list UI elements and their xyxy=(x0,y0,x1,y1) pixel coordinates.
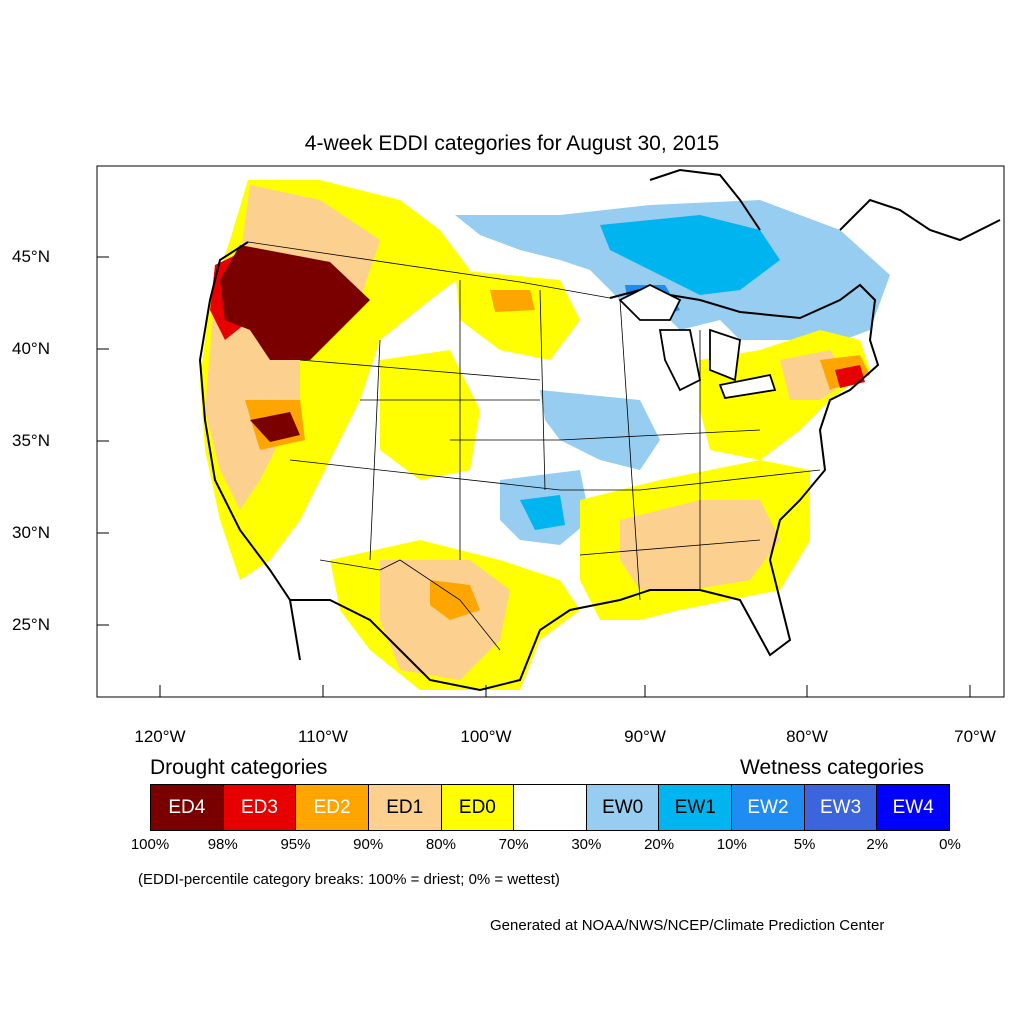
legend-box-ed2: ED2 xyxy=(296,785,369,830)
axis-ticks xyxy=(97,256,971,697)
lat-label-45: 45°N xyxy=(12,247,50,266)
ed4-nw xyxy=(220,245,370,360)
legend-box-ed1: ED1 xyxy=(368,785,442,830)
lat-label-25: 25°N xyxy=(12,615,50,634)
canada-coast xyxy=(649,168,1001,242)
break-label: 95% xyxy=(280,836,311,853)
lon-label-80: 80°W xyxy=(786,727,828,746)
break-label: 100% xyxy=(130,836,170,853)
category-note: (EDDI-percentile category breaks: 100% =… xyxy=(138,871,560,888)
lon-label-120: 120°W xyxy=(134,727,186,746)
legend-box-ed3: ED3 xyxy=(223,785,297,830)
break-label: 98% xyxy=(207,836,238,853)
legend-box-neutral xyxy=(514,785,587,830)
wetness-heading: Wetness categories xyxy=(740,756,925,779)
ed0-north-plains xyxy=(455,270,580,360)
legend-box-ew2: EW2 xyxy=(732,785,805,830)
lon-label-110: 110°W xyxy=(298,727,348,746)
chart-title: 4-week EDDI categories for August 30, 20… xyxy=(304,132,720,155)
break-label: 5% xyxy=(793,836,816,853)
lat-label-40: 40°N xyxy=(12,339,50,358)
legend-box-ew1: EW1 xyxy=(659,785,733,830)
legend-box-ew0: EW0 xyxy=(586,785,660,830)
great-lakes xyxy=(618,283,777,400)
legend-box-ed4: ED4 xyxy=(151,785,224,830)
drought-heading: Drought categories xyxy=(150,756,328,779)
ew1-region xyxy=(600,215,780,295)
break-label: 30% xyxy=(571,836,602,853)
state-borders xyxy=(247,241,821,651)
lat-label-35: 35°N xyxy=(12,431,50,450)
break-label: 10% xyxy=(716,836,747,853)
map-frame xyxy=(96,165,1005,698)
lon-label-70: 70°W xyxy=(954,727,996,746)
lon-label-90: 90°W xyxy=(624,727,666,746)
credit-line: Generated at NOAA/NWS/NCEP/Climate Predi… xyxy=(490,917,885,934)
ed2-dakota xyxy=(490,290,535,312)
legend-box-ew3: EW3 xyxy=(804,785,878,830)
legend-box-ed0: ED0 xyxy=(441,785,515,830)
legend-box-ew4: EW4 xyxy=(877,785,950,830)
lon-label-100: 100°W xyxy=(460,727,512,746)
break-label: 90% xyxy=(353,836,384,853)
ew1-south xyxy=(520,495,565,530)
ed1-texas xyxy=(380,560,510,680)
ed0-plains xyxy=(380,350,480,480)
ed4-cal xyxy=(250,412,300,442)
break-label: 0% xyxy=(939,836,961,853)
coastline xyxy=(198,241,880,692)
break-label: 2% xyxy=(866,836,889,853)
category-legend: ED4 ED3 ED2 ED1 ED0 EW0 EW1 EW2 EW3 EW4 xyxy=(150,784,950,831)
break-label: 80% xyxy=(425,836,456,853)
lat-label-30: 30°N xyxy=(12,523,50,542)
break-label: 20% xyxy=(644,836,675,853)
break-label: 70% xyxy=(498,836,529,853)
